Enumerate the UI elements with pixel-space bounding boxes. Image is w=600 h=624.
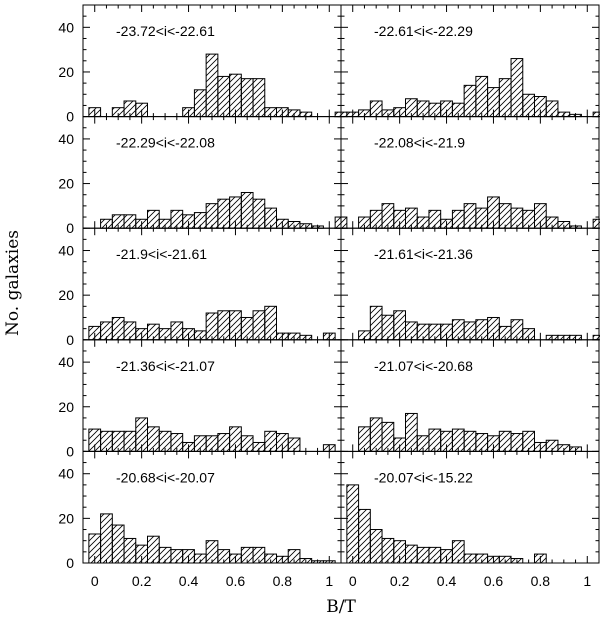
histogram-bar	[463, 84, 477, 118]
histogram-bar	[369, 529, 383, 564]
histogram-bar	[252, 310, 266, 341]
y-tick-label: 0	[66, 220, 74, 236]
histogram-bar	[510, 58, 524, 118]
histogram-bar	[100, 513, 113, 564]
histogram-bar	[369, 417, 383, 452]
y-tick-label: 20	[58, 510, 74, 526]
histogram-panel: -20.07<i<-15.22	[340, 450, 600, 564]
histogram-panel: -22.29<i<-22.08	[82, 116, 348, 229]
histogram-bar	[381, 421, 395, 452]
histogram-bar	[217, 310, 231, 341]
y-tick-label: 20	[58, 287, 74, 303]
histogram-bar	[358, 426, 371, 452]
panel-magnitude-label: -21.07<i<-20.68	[374, 358, 473, 374]
histogram-bar	[123, 537, 137, 564]
histogram-bar	[193, 89, 207, 118]
histogram-bar	[475, 75, 489, 118]
x-tick-labels: 0 0.2 0.4 0.6 0.8 1 0 0.2 0.4 0.6 0.8 1	[91, 573, 592, 589]
histogram-panel: -22.61<i<-22.29	[340, 4, 600, 118]
histogram-bar	[147, 426, 160, 452]
histogram-bar	[264, 305, 278, 341]
x-tick-label: 1	[325, 573, 333, 589]
histogram-bar	[111, 524, 125, 564]
panel-magnitude-label: -20.07<i<-15.22	[374, 469, 473, 485]
histogram-bar	[205, 203, 219, 229]
y-tick-label: 40	[58, 354, 74, 370]
x-tick-label: 1	[583, 573, 591, 589]
x-tick-label: 0	[349, 573, 357, 589]
histogram-bar	[147, 535, 160, 564]
histogram-bar	[498, 203, 512, 229]
x-tick-label: 0.8	[273, 573, 293, 589]
y-tick-labels: 0 20 40 0 20 40 0 20 40 0 20 40 0 20 40	[58, 19, 74, 571]
panel-magnitude-label: -22.08<i<-21.9	[374, 135, 465, 151]
histogram-bar	[346, 484, 360, 564]
y-tick-label: 0	[66, 443, 74, 459]
panel-magnitude-label: -22.29<i<-22.08	[116, 135, 215, 151]
x-tick-label: 0	[91, 573, 99, 589]
y-tick-label: 0	[66, 555, 74, 571]
histogram-bar	[240, 191, 254, 229]
histogram-panel: -22.08<i<-21.9	[340, 116, 600, 229]
histogram-bar	[381, 537, 395, 564]
y-tick-label: 20	[58, 64, 74, 80]
x-tick-label: 0.4	[179, 573, 199, 589]
panel-magnitude-label: -21.9<i<-21.61	[116, 246, 207, 262]
panel-magnitude-label: -21.61<i<-21.36	[374, 246, 473, 262]
histogram-bar	[217, 75, 231, 118]
x-tick-label: 0.6	[226, 573, 246, 589]
histogram-bar	[358, 508, 371, 564]
histogram-bar	[381, 203, 395, 229]
histogram-panel: -20.68<i<-20.07	[82, 450, 342, 564]
histogram-bar	[252, 78, 266, 118]
panel-magnitude-label: -21.36<i<-21.07	[116, 358, 215, 374]
panel-magnitude-label: -20.68<i<-20.07	[116, 469, 215, 485]
histogram-bar	[252, 198, 266, 229]
histogram-bar	[205, 312, 219, 341]
histogram-bar	[463, 203, 477, 229]
y-tick-label: 20	[58, 176, 74, 192]
x-tick-label: 0.8	[531, 573, 551, 589]
y-tick-label: 40	[58, 131, 74, 147]
y-tick-label: 40	[58, 466, 74, 482]
histogram-bar	[205, 53, 219, 118]
histogram-panel: -21.07<i<-20.68	[340, 339, 600, 452]
histogram-bar	[381, 314, 395, 341]
y-axis-title: No. galaxies	[3, 230, 23, 336]
y-tick-label: 0	[66, 332, 74, 348]
histogram-bar	[217, 198, 231, 229]
y-tick-label: 20	[58, 399, 74, 415]
histogram-panel: -21.36<i<-21.07	[82, 339, 342, 452]
x-tick-label: 0.2	[390, 573, 410, 589]
histogram-panel: -21.61<i<-21.36	[340, 227, 600, 341]
histogram-panel: -23.72<i<-22.61	[82, 4, 348, 118]
histogram-bar	[369, 305, 383, 341]
x-tick-label: 0.4	[437, 573, 457, 589]
histogram-bar	[498, 78, 512, 118]
x-tick-label: 0.6	[484, 573, 504, 589]
panel-magnitude-label: -23.72<i<-22.61	[116, 23, 215, 39]
histogram-bar	[405, 412, 418, 452]
histogram-panel: -21.9<i<-21.61	[82, 227, 342, 341]
y-tick-label: 0	[66, 109, 74, 125]
x-tick-label: 0.2	[132, 573, 152, 589]
y-tick-label: 40	[58, 243, 74, 259]
x-axis-title: B/T	[326, 597, 356, 617]
panel-magnitude-label: -22.61<i<-22.29	[374, 23, 473, 39]
y-tick-label: 40	[58, 19, 74, 35]
panels-layer: -23.72<i<-22.61 -22.61<i<-22.29 -22.29<i<-…	[82, 4, 600, 564]
histogram-bar	[240, 78, 254, 118]
